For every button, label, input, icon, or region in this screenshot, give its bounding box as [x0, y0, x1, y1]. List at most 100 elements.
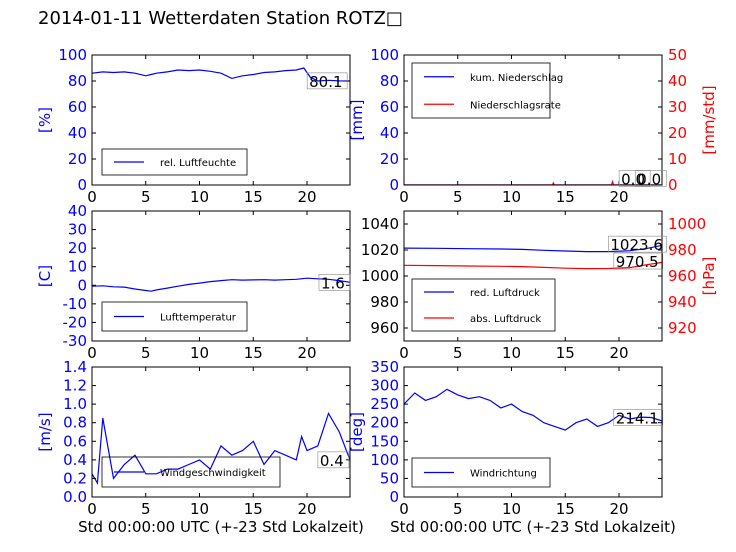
annotation-box — [613, 409, 664, 426]
annotation-box — [318, 274, 351, 291]
y-tick-label: -30 — [63, 332, 88, 350]
y-tick-label: 0.2 — [63, 469, 87, 487]
x-tick-label: 5 — [141, 188, 151, 206]
value-annotation-middle-left: 1.6 — [318, 274, 351, 292]
legend-box-top-left — [101, 148, 248, 176]
value-annotation-bottom-left: 0.4 — [317, 451, 350, 470]
annotation-box — [608, 235, 667, 253]
x-tick-label: 20 — [297, 344, 316, 362]
axes-frame-bottom-right — [403, 366, 663, 498]
y-tick-label: 1.2 — [63, 377, 87, 395]
value-annotation-top-left: 80.1 — [306, 72, 348, 91]
annotation-text: 80.1 — [309, 73, 342, 91]
x-tick-label: 10 — [502, 188, 521, 206]
x-tick-label: 15 — [556, 344, 575, 362]
x-tick-label: 10 — [502, 344, 521, 362]
value-annotation-middle-right: 970.5 — [613, 252, 664, 271]
y-tick-label: 80 — [68, 72, 87, 90]
annotation-text: 214.1 — [616, 409, 659, 427]
y-tick-label: 1020 — [361, 241, 399, 259]
series-line-middle-right-0 — [404, 244, 662, 253]
y-tick-label: -20 — [63, 313, 88, 331]
y2-tick-label: 1000 — [668, 215, 706, 233]
x-tick-label: 5 — [453, 188, 463, 206]
x-tick-label: 0 — [87, 500, 97, 518]
y-axis-label: [C] — [36, 265, 54, 287]
series-line-bottom-right-0 — [404, 388, 662, 431]
y-tick-label: 0 — [77, 176, 87, 194]
legend-label: kum. Niederschlag — [470, 73, 563, 84]
value-annotation-middle-right: 1023.6 — [608, 235, 667, 254]
y-tick-label: 0.0 — [63, 488, 87, 506]
y-tick-label: 350 — [370, 358, 399, 376]
y-tick-label: 1.4 — [63, 358, 87, 376]
x-tick-label: 5 — [453, 344, 463, 362]
legend-label: Niederschlagsrate — [470, 100, 561, 111]
y-tick-label: 50 — [380, 469, 399, 487]
y-tick-label: 0.8 — [63, 414, 87, 432]
annotation-text: 0.0 — [621, 171, 645, 189]
axes-frame-top-right — [403, 54, 663, 186]
value-annotation-top-right: 0.0 — [618, 170, 651, 189]
y-axis-label: [deg] — [348, 412, 366, 452]
x-tick-label: 20 — [297, 188, 316, 206]
annotation-text: 1023.6 — [610, 236, 663, 254]
x-tick-label: 5 — [141, 344, 151, 362]
y2-tick-label: 50 — [668, 46, 687, 64]
axes-frame-top-left — [91, 54, 351, 186]
y-tick-label: 100 — [370, 451, 399, 469]
x-tick-label: 0 — [87, 188, 97, 206]
y-tick-label: 960 — [370, 319, 399, 337]
y-tick-label: 0 — [389, 488, 399, 506]
x-tick-label: 0 — [87, 344, 97, 362]
annotation-text: 1.6 — [321, 274, 345, 292]
x-tick-label: 15 — [244, 188, 263, 206]
series-line-middle-left-0 — [92, 277, 350, 292]
x-tick-label: 15 — [244, 344, 263, 362]
y-axis-label: [%] — [36, 107, 54, 133]
y-tick-label: 980 — [370, 293, 399, 311]
value-annotation-top-right: 0.0 — [634, 170, 667, 189]
y-tick-label: 80 — [380, 72, 399, 90]
y-tick-label: 250 — [370, 395, 399, 413]
x-tick-label: 20 — [609, 188, 628, 206]
x-tick-label: 0 — [399, 500, 409, 518]
y2-axis-label: [hPa] — [700, 257, 718, 296]
x-tick-label: 10 — [190, 344, 209, 362]
x-axis-label: Std 00:00:00 UTC (+-23 Std Lokalzeit) — [78, 518, 364, 536]
y2-axis-label: [mm/std] — [700, 85, 718, 154]
y-tick-label: 100 — [370, 46, 399, 64]
y-tick-label: 40 — [380, 124, 399, 142]
x-tick-label: 20 — [297, 500, 316, 518]
y2-tick-label: 980 — [668, 241, 697, 259]
y-tick-label: 10 — [68, 258, 87, 276]
annotation-box — [634, 170, 667, 187]
y2-tick-label: 30 — [668, 98, 687, 116]
y-axis-label: [mm] — [348, 100, 366, 141]
y-tick-label: 0.6 — [63, 432, 87, 450]
x-tick-label: 20 — [609, 344, 628, 362]
y-tick-label: 0 — [389, 176, 399, 194]
y-tick-label: 1040 — [361, 215, 399, 233]
y2-tick-label: 940 — [668, 293, 697, 311]
series-line-top-left-0 — [92, 67, 350, 82]
legend-label: Lufttemperatur — [160, 313, 237, 324]
x-tick-label: 15 — [556, 188, 575, 206]
y-tick-label: 1.0 — [63, 395, 87, 413]
figure-title: 2014-01-11 Wetterdaten Station ROTZ□ — [38, 8, 403, 29]
y2-tick-label: 20 — [668, 124, 687, 142]
annotation-text: 0.0 — [637, 171, 661, 189]
series-line-bottom-left-0 — [92, 411, 350, 486]
y-tick-label: 20 — [380, 150, 399, 168]
y2-tick-label: 960 — [668, 267, 697, 285]
y2-tick-label: 40 — [668, 72, 687, 90]
y-tick-label: 60 — [380, 98, 399, 116]
annotation-box — [618, 170, 651, 187]
y-tick-label: 60 — [68, 98, 87, 116]
y-tick-label: 40 — [68, 124, 87, 142]
y-tick-label: 0 — [77, 276, 87, 294]
x-tick-label: 0 — [399, 188, 409, 206]
legend-box-top-right — [411, 62, 551, 119]
y-tick-label: 1000 — [361, 267, 399, 285]
y-axis-label: [m/s] — [36, 412, 54, 451]
